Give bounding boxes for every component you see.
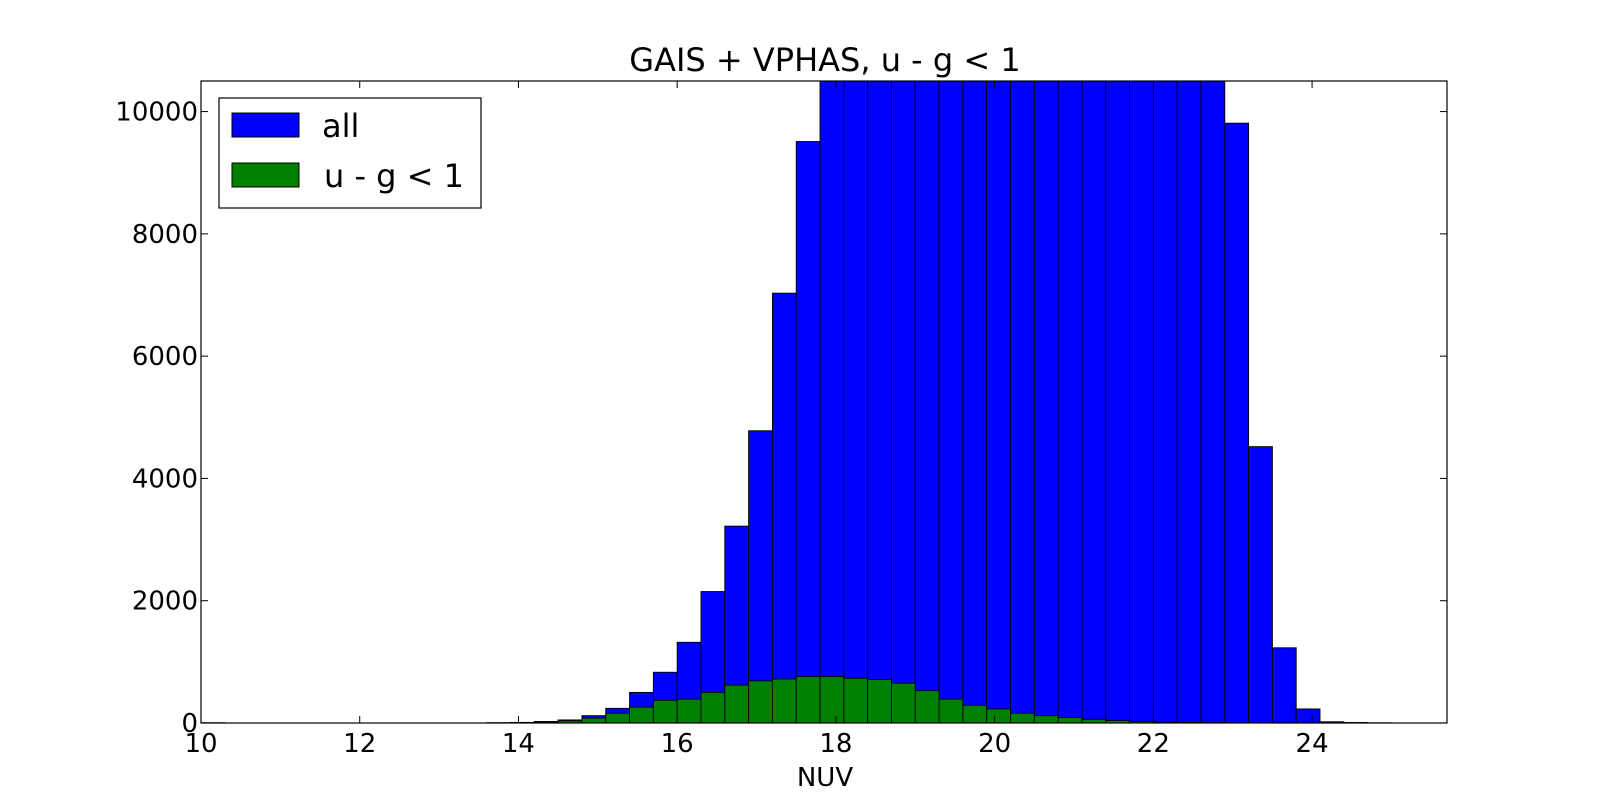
bar-ug-22: [987, 709, 1011, 723]
y-tick-label-4000: 4000: [132, 464, 198, 494]
bar-ug-21: [963, 705, 987, 723]
bar-ug-14: [796, 677, 820, 723]
legend: all u - g < 1: [219, 98, 481, 208]
x-tick-label-18: 18: [819, 729, 852, 759]
bar-ug-20: [939, 699, 963, 723]
bar-ug-13: [772, 679, 796, 723]
bar-ug-24: [1034, 716, 1058, 723]
x-tick-label-22: 22: [1137, 729, 1170, 759]
bar-ug-15: [820, 677, 844, 723]
bar-all-24: [1034, 81, 1058, 723]
y-tick-label-6000: 6000: [132, 342, 198, 372]
bar-ug-5: [582, 718, 606, 723]
bar-all-29: [1153, 81, 1177, 723]
bar-ug-9: [677, 699, 701, 723]
x-tick-label-16: 16: [661, 729, 694, 759]
bar-all-20: [939, 81, 963, 723]
x-tick-label-24: 24: [1296, 729, 1329, 759]
bar-ug-11: [725, 685, 749, 723]
bar-all-35: [1296, 709, 1320, 723]
x-tick-label-12: 12: [343, 729, 376, 759]
chart-title: GAIS + VPHAS, u - g < 1: [629, 41, 1020, 79]
bar-ug-10: [701, 692, 725, 723]
bar-all-34: [1272, 648, 1296, 723]
legend-label-all: all: [322, 107, 359, 145]
bar-all-19: [915, 81, 939, 723]
bar-ug-7: [630, 707, 654, 723]
legend-swatch-all: [232, 113, 299, 137]
bar-all-33: [1249, 447, 1273, 723]
bar-all-12: [749, 431, 773, 723]
bar-all-22: [987, 81, 1011, 723]
y-tick-label-0: 0: [181, 709, 198, 739]
bar-all-14: [796, 142, 820, 723]
bar-ug-25: [1058, 718, 1082, 724]
bar-all-16: [844, 81, 868, 723]
bar-all-18: [891, 81, 915, 723]
bar-ug-6: [606, 713, 630, 723]
x-tick-label-14: 14: [502, 729, 535, 759]
bar-ug-16: [844, 678, 868, 723]
x-axis-label: NUV: [797, 763, 853, 793]
bar-all-31: [1201, 81, 1225, 723]
legend-label-ug: u - g < 1: [324, 157, 464, 195]
bar-ug-8: [653, 700, 677, 723]
bar-all-30: [1177, 81, 1201, 723]
y-tick-label-2000: 2000: [132, 587, 198, 617]
bar-all-27: [1106, 81, 1130, 723]
bar-ug-18: [891, 683, 915, 723]
bar-all-23: [1011, 81, 1035, 723]
bar-ug-12: [749, 681, 773, 723]
bar-all-15: [820, 81, 844, 723]
bar-ug-23: [1011, 713, 1035, 723]
x-tick-label-20: 20: [978, 729, 1011, 759]
bar-all-28: [1130, 81, 1154, 723]
bar-ug-17: [868, 680, 892, 723]
bar-all-25: [1058, 81, 1082, 723]
bar-all-21: [963, 81, 987, 723]
y-tick-label-10000: 10000: [115, 98, 198, 128]
legend-swatch-ug: [232, 163, 299, 187]
bar-all-32: [1225, 123, 1249, 723]
bar-all-13: [772, 293, 796, 723]
y-tick-label-8000: 8000: [132, 220, 198, 250]
bar-all-17: [868, 81, 892, 723]
bar-all-26: [1082, 81, 1106, 723]
bar-ug-19: [915, 691, 939, 723]
